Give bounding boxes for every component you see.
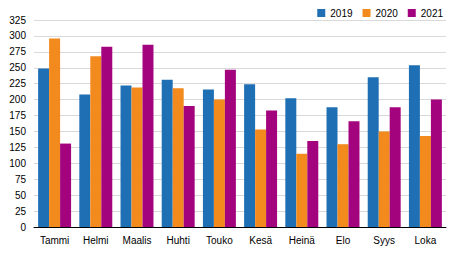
svg-text:25: 25 (15, 206, 27, 217)
svg-text:325: 325 (9, 15, 26, 26)
svg-text:Huhti: Huhti (167, 235, 190, 246)
svg-text:125: 125 (9, 142, 26, 153)
svg-text:50: 50 (15, 190, 27, 201)
svg-text:2021: 2021 (421, 8, 444, 19)
svg-text:225: 225 (9, 78, 26, 89)
svg-text:150: 150 (9, 126, 26, 137)
svg-text:0: 0 (20, 222, 26, 233)
svg-text:Syys: Syys (373, 235, 395, 246)
svg-text:75: 75 (15, 174, 27, 185)
svg-text:2019: 2019 (330, 8, 353, 19)
svg-text:Loka: Loka (415, 235, 437, 246)
svg-text:Heinä: Heinä (289, 235, 316, 246)
svg-text:2020: 2020 (376, 8, 399, 19)
svg-text:175: 175 (9, 110, 26, 121)
svg-text:Touko: Touko (206, 235, 233, 246)
svg-text:200: 200 (9, 94, 26, 105)
svg-text:Helmi: Helmi (83, 235, 109, 246)
svg-text:Elo: Elo (336, 235, 351, 246)
svg-text:300: 300 (9, 30, 26, 41)
svg-text:Maalis: Maalis (123, 235, 152, 246)
svg-text:Tammi: Tammi (40, 235, 69, 246)
svg-text:250: 250 (9, 62, 26, 73)
svg-text:275: 275 (9, 46, 26, 57)
svg-text:Kesä: Kesä (249, 235, 272, 246)
svg-text:100: 100 (9, 158, 26, 169)
